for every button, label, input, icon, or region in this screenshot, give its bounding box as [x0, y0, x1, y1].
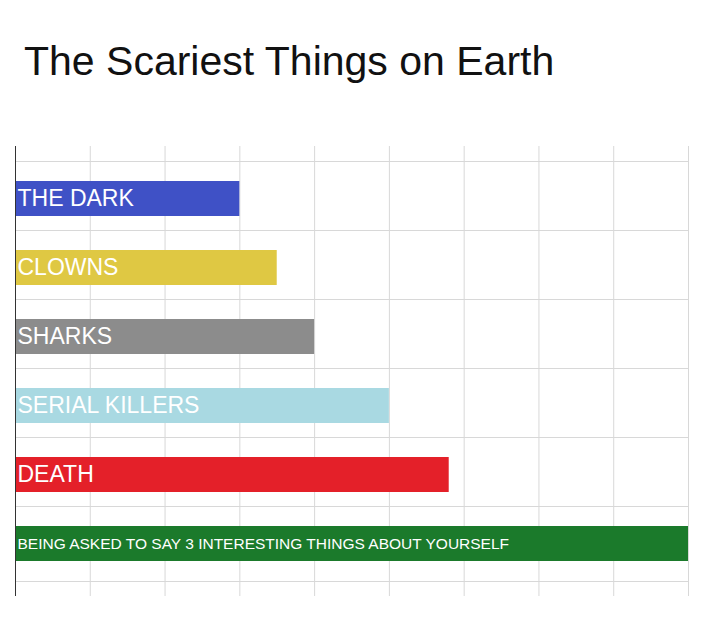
svg-text:BEING ASKED TO SAY 3 INTERESTI: BEING ASKED TO SAY 3 INTERESTING THINGS … — [18, 535, 510, 552]
svg-text:DEATH: DEATH — [18, 461, 94, 487]
html-text:The Scariest Things on Earth: The Scariest Things on Earth — [24, 38, 555, 84]
svg-text:THE DARK: THE DARK — [18, 185, 135, 211]
svg-text:CLOWNS: CLOWNS — [18, 254, 119, 280]
svg-text:SHARKS: SHARKS — [18, 323, 113, 349]
svg-text:SERIAL KILLERS: SERIAL KILLERS — [18, 392, 200, 418]
